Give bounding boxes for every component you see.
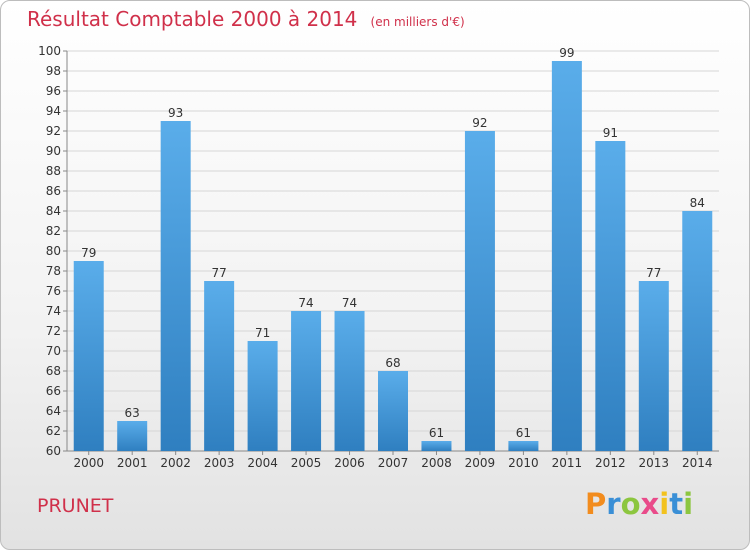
- x-tick-label: 2013: [639, 456, 670, 470]
- bar: [247, 341, 278, 451]
- data-label: 79: [81, 246, 96, 260]
- y-tick-label: 96: [46, 84, 61, 98]
- data-label: 63: [125, 406, 140, 420]
- chart-subtitle: (en milliers d'€): [370, 15, 465, 29]
- place-name: PRUNET: [37, 495, 114, 517]
- x-tick-label: 2001: [117, 456, 148, 470]
- logo-letter: P: [585, 487, 607, 521]
- y-tick-label: 60: [46, 444, 61, 458]
- y-tick-label: 74: [46, 304, 61, 318]
- y-tick-label: 86: [46, 184, 61, 198]
- x-tick-label: 2002: [160, 456, 191, 470]
- x-tick-label: 2008: [421, 456, 452, 470]
- bar: [204, 281, 235, 451]
- y-tick-label: 70: [46, 344, 61, 358]
- proxiti-logo: Proxiti: [585, 487, 693, 521]
- y-tick-label: 90: [46, 144, 61, 158]
- x-tick-label: 2007: [378, 456, 409, 470]
- data-label: 74: [342, 296, 357, 310]
- bar: [508, 441, 539, 451]
- x-tick-label: 2011: [552, 456, 583, 470]
- data-label: 61: [516, 426, 531, 440]
- x-tick-label: 2010: [508, 456, 539, 470]
- x-tick-label: 2014: [682, 456, 713, 470]
- bar: [464, 131, 495, 451]
- y-tick-label: 78: [46, 264, 61, 278]
- data-label: 68: [385, 356, 400, 370]
- y-tick-label: 68: [46, 364, 61, 378]
- bar: [117, 421, 148, 451]
- logo-letter: t: [669, 487, 684, 521]
- data-label: 84: [690, 196, 705, 210]
- bar: [638, 281, 669, 451]
- bar: [334, 311, 365, 451]
- logo-letter: i: [659, 487, 670, 521]
- y-tick-label: 94: [46, 104, 61, 118]
- data-label: 74: [298, 296, 313, 310]
- y-tick-label: 80: [46, 244, 61, 258]
- data-label: 93: [168, 106, 183, 120]
- y-tick-label: 64: [46, 404, 61, 418]
- logo-letter: i: [683, 487, 694, 521]
- y-tick-label: 72: [46, 324, 61, 338]
- x-tick-label: 2003: [204, 456, 235, 470]
- chart-title: Résultat Comptable 2000 à 2014: [27, 7, 358, 31]
- y-tick-label: 88: [46, 164, 61, 178]
- bar: [378, 371, 408, 451]
- bar: [682, 211, 713, 451]
- logo-letter: r: [606, 487, 621, 521]
- bar: [160, 121, 191, 451]
- y-tick-label: 82: [46, 224, 61, 238]
- data-label: 61: [429, 426, 444, 440]
- y-tick-label: 84: [46, 204, 61, 218]
- y-tick-label: 98: [46, 64, 61, 78]
- x-tick-label: 2012: [595, 456, 626, 470]
- y-tick-label: 100: [38, 44, 61, 58]
- y-tick-label: 66: [46, 384, 61, 398]
- data-label: 99: [559, 46, 574, 60]
- bar: [421, 441, 452, 451]
- data-label: 77: [646, 266, 661, 280]
- data-label: 71: [255, 326, 270, 340]
- data-label: 77: [211, 266, 226, 280]
- y-tick-label: 76: [46, 284, 61, 298]
- logo-letter: x: [640, 487, 660, 521]
- bar: [73, 261, 104, 451]
- data-label: 91: [603, 126, 618, 140]
- x-tick-label: 2005: [291, 456, 322, 470]
- x-tick-label: 2009: [465, 456, 496, 470]
- y-tick-label: 92: [46, 124, 61, 138]
- bar: [595, 141, 626, 451]
- y-tick-label: 62: [46, 424, 61, 438]
- x-tick-label: 2000: [73, 456, 104, 470]
- bar: [291, 311, 322, 451]
- bar: [551, 61, 582, 451]
- chart-title-block: Résultat Comptable 2000 à 2014 (en milli…: [27, 7, 465, 31]
- x-tick-label: 2006: [334, 456, 365, 470]
- data-label: 92: [472, 116, 487, 130]
- logo-letter: o: [620, 487, 641, 521]
- x-tick-label: 2004: [247, 456, 278, 470]
